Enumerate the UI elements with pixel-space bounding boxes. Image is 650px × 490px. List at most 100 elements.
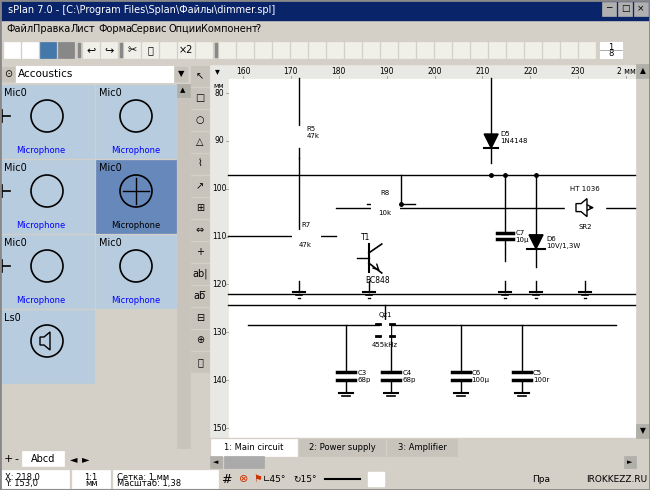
Bar [191,220,209,240]
Bar [210,78,228,438]
Bar [561,42,577,58]
Text: ◄: ◄ [213,459,218,465]
Bar [0,64,190,468]
Text: □: □ [196,93,205,103]
Bar [624,456,636,468]
Bar [618,2,632,16]
Text: Сетка: 1 мм: Сетка: 1 мм [117,472,169,482]
Bar [0,0,650,20]
Bar [1,470,69,488]
Text: 10k: 10k [378,210,392,216]
Bar [113,470,218,488]
Text: Ls0: Ls0 [4,313,21,323]
Text: ↖: ↖ [196,71,204,81]
Text: 3: Amplifier: 3: Amplifier [398,442,447,451]
Bar [174,66,188,82]
Bar [72,470,110,488]
Text: R8: R8 [380,190,390,196]
Text: 190: 190 [380,67,394,75]
Bar [543,42,559,58]
Text: ⊞: ⊞ [196,203,204,213]
Text: 130: 130 [212,328,226,337]
Text: 170: 170 [283,67,298,75]
Bar [96,235,176,308]
Text: Правка: Правка [33,24,70,34]
Bar [602,2,616,16]
Bar [191,330,209,350]
Text: △: △ [196,137,203,147]
Text: D6: D6 [546,236,556,242]
Bar [191,308,209,328]
Text: Microphone: Microphone [111,296,161,305]
Bar [22,42,38,58]
Bar [210,438,636,456]
Text: 1: Main circuit: 1: Main circuit [224,442,283,451]
Text: 110: 110 [212,232,226,241]
Bar [191,176,209,196]
Text: D5: D5 [500,131,510,137]
Bar [177,84,190,448]
Text: 47k: 47k [306,133,319,139]
Text: Опции: Опции [168,24,202,34]
Bar [191,66,209,86]
Text: Масштаб: 1,38: Масштаб: 1,38 [117,479,181,488]
Text: Accoustics: Accoustics [18,69,73,79]
Bar [191,154,209,174]
Text: Microphone: Microphone [16,221,66,230]
Bar [1,160,94,233]
Bar [219,42,235,58]
Text: ▲: ▲ [180,87,186,93]
Bar [22,451,64,466]
Bar [636,424,650,438]
Text: ↻15°: ↻15° [293,474,317,484]
Text: □: □ [621,4,629,14]
Text: ×2: ×2 [179,45,193,55]
Text: 8: 8 [608,49,614,57]
Bar [120,43,122,57]
Bar [228,78,636,438]
Bar [142,42,158,58]
Text: R7: R7 [301,222,310,228]
Bar [191,352,209,372]
Text: ↗: ↗ [196,181,204,191]
Text: ab̅: ab̅ [194,291,206,301]
Bar [1,66,188,82]
Bar [178,42,194,58]
Text: ◄: ◄ [70,454,77,464]
Text: 1:1: 1:1 [84,472,98,482]
Text: 2 мм: 2 мм [617,67,636,75]
Bar [224,456,264,468]
Bar [273,42,289,58]
Bar [255,42,271,58]
Text: 80: 80 [214,89,224,98]
Text: C3: C3 [358,370,367,376]
Bar [435,42,451,58]
Bar [40,42,56,58]
Text: ▾: ▾ [215,66,220,76]
Bar [600,42,622,58]
Bar [1,310,94,383]
Text: Пра: Пра [532,474,550,484]
Text: C5: C5 [533,370,542,376]
Bar [191,110,209,130]
Bar [160,42,176,58]
Bar [0,450,190,468]
Text: #: # [221,472,231,486]
Text: C7: C7 [515,230,525,236]
Text: +: + [196,247,204,257]
Bar [380,320,390,340]
Text: +: + [4,454,14,464]
Bar [368,472,384,486]
Bar [636,64,650,78]
Bar [191,242,209,262]
Bar [190,64,210,468]
Text: C6: C6 [471,370,481,376]
Text: 220: 220 [523,67,538,75]
Text: T1: T1 [361,233,370,242]
Bar [1,235,94,308]
Bar [579,42,595,58]
Bar [634,2,648,16]
Text: 100μ: 100μ [471,377,489,383]
Bar [363,42,379,58]
Bar [83,42,99,58]
